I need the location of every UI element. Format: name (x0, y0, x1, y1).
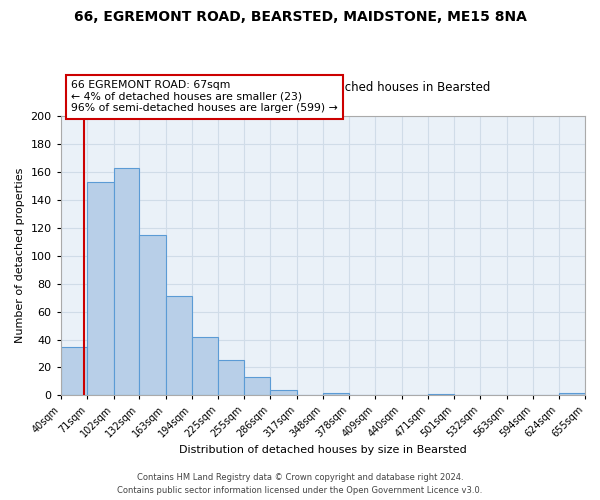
Bar (87, 182, 113, 396)
Bar (61, 346, 87, 396)
Bar (166, 296, 192, 396)
Y-axis label: Number of detached properties: Number of detached properties (15, 168, 25, 344)
X-axis label: Distribution of detached houses by size in Bearsted: Distribution of detached houses by size … (179, 445, 467, 455)
Bar (218, 360, 244, 396)
Bar (559, 392, 585, 396)
Bar (192, 336, 218, 396)
Bar (113, 168, 139, 396)
Text: Contains HM Land Registry data © Crown copyright and database right 2024.
Contai: Contains HM Land Registry data © Crown c… (118, 474, 482, 495)
Text: 66 EGREMONT ROAD: 67sqm
← 4% of detached houses are smaller (23)
96% of semi-det: 66 EGREMONT ROAD: 67sqm ← 4% of detached… (71, 80, 338, 114)
Text: 66, EGREMONT ROAD, BEARSTED, MAIDSTONE, ME15 8NA: 66, EGREMONT ROAD, BEARSTED, MAIDSTONE, … (74, 10, 526, 24)
Title: Size of property relative to detached houses in Bearsted: Size of property relative to detached ho… (155, 81, 490, 94)
Bar (323, 392, 349, 396)
Bar (428, 394, 454, 396)
Bar (139, 235, 166, 396)
Bar (271, 390, 297, 396)
Bar (244, 378, 271, 396)
